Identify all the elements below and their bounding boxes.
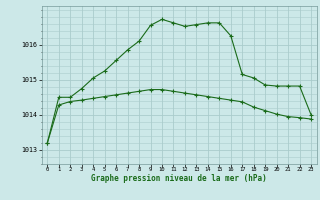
X-axis label: Graphe pression niveau de la mer (hPa): Graphe pression niveau de la mer (hPa) — [91, 174, 267, 183]
